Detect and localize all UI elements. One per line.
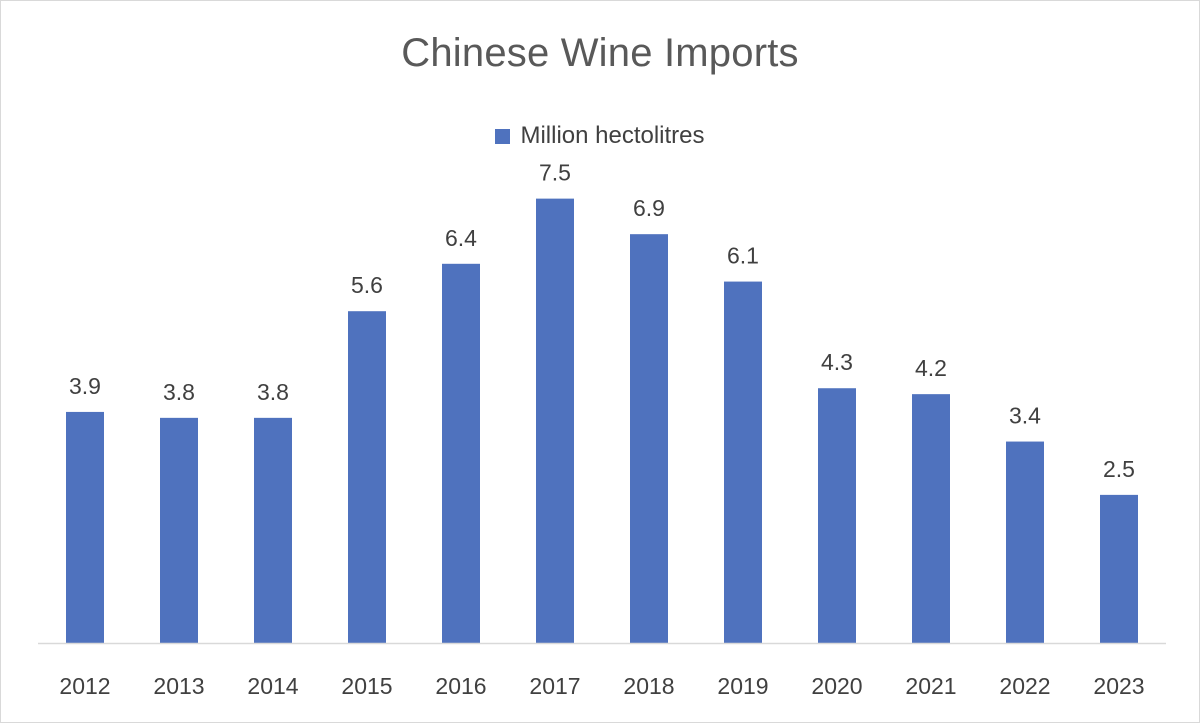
bars-group: [66, 198, 1138, 644]
x-tick-2017: 2017: [529, 673, 580, 699]
legend-label: Million hectolitres: [520, 122, 705, 149]
data-label-2020: 4.3: [821, 349, 853, 375]
data-label-2017: 7.5: [539, 160, 571, 186]
bar-2016: [442, 263, 480, 643]
data-labels-group: 3.9 3.8 3.8 5.6 6.4 7.5 6.9 6.1 4.3 4.2 3.4 2.5: [69, 160, 1135, 482]
bar-2021: [912, 394, 950, 643]
data-label-2018: 6.9: [633, 195, 665, 221]
data-label-2016: 6.4: [445, 225, 477, 251]
x-tick-2022: 2022: [999, 673, 1050, 699]
legend: Million hectolitres: [1, 122, 1199, 150]
data-label-2022: 3.4: [1009, 403, 1041, 429]
data-label-2015: 5.6: [351, 272, 383, 298]
x-tick-2023: 2023: [1093, 673, 1144, 699]
bar-2018: [630, 234, 668, 644]
legend-swatch: [495, 128, 511, 144]
data-label-2012: 3.9: [69, 373, 101, 399]
data-label-2023: 2.5: [1103, 456, 1135, 482]
x-tick-2018: 2018: [623, 673, 674, 699]
x-tick-2019: 2019: [717, 673, 768, 699]
bar-2019: [724, 281, 762, 643]
bar-2015: [348, 311, 386, 643]
x-tick-2012: 2012: [59, 673, 110, 699]
x-tick-2021: 2021: [905, 673, 956, 699]
data-label-2019: 6.1: [727, 243, 759, 269]
chart-title: Chinese Wine Imports: [401, 31, 799, 75]
x-tick-2014: 2014: [247, 673, 298, 699]
bar-2012: [66, 411, 104, 643]
bar-2013: [160, 417, 198, 643]
x-tick-2016: 2016: [435, 673, 486, 699]
x-tick-2013: 2013: [153, 673, 204, 699]
data-label-2021: 4.2: [915, 355, 947, 381]
x-tick-labels-group: 2012 2013 2014 2015 2016 2017 2018 2019 2020 2021…: [59, 673, 1144, 699]
bar-2022: [1006, 441, 1044, 643]
bar-2014: [254, 417, 292, 643]
data-label-2014: 3.8: [257, 379, 289, 405]
bar-2017: [536, 198, 574, 643]
x-tick-2020: 2020: [811, 673, 862, 699]
bar-2020: [818, 388, 856, 643]
x-tick-2015: 2015: [341, 673, 392, 699]
data-label-2013: 3.8: [163, 379, 195, 405]
bar-2023: [1100, 494, 1138, 643]
